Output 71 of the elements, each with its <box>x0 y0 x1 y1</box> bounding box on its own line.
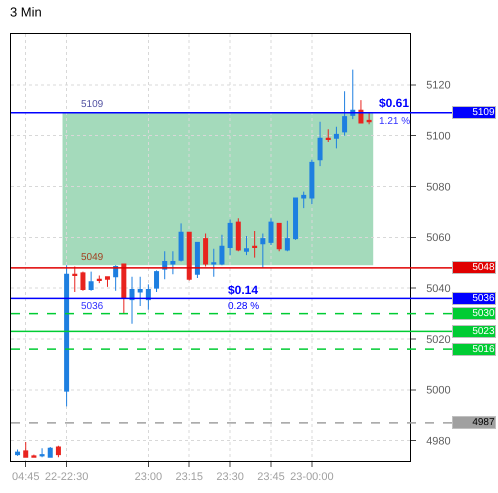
ref-line-label: 5109 <box>472 107 495 118</box>
candlestick <box>80 271 86 292</box>
candlestick <box>88 271 94 292</box>
annotation: 5049 <box>81 252 104 263</box>
ref-line-label: 5036 <box>472 293 495 304</box>
candlestick <box>284 220 290 252</box>
x-tick-label: 23:45 <box>257 471 285 484</box>
ref-line-label: 4987 <box>472 417 495 428</box>
candlestick <box>130 276 135 324</box>
candlestick <box>236 218 241 252</box>
y-tick-label: 5040 <box>426 283 451 296</box>
candlestick <box>350 69 356 120</box>
ref-line-label: 5030 <box>472 308 495 319</box>
candlestick <box>186 232 192 282</box>
annotation: $0.61 <box>379 96 410 110</box>
candlestick <box>276 222 282 252</box>
y-tick-label: 5080 <box>426 181 451 194</box>
x-tick-label: 22-22:30 <box>44 471 88 484</box>
x-tick-label: 23:15 <box>175 471 204 484</box>
candlestick <box>358 100 364 124</box>
ref-line-label: 5023 <box>472 326 495 337</box>
candlestick <box>194 242 200 278</box>
y-tick-label: 5060 <box>426 232 451 244</box>
candlestick <box>268 218 274 246</box>
candlestick <box>318 121 323 167</box>
candlestick <box>104 276 110 288</box>
candlestick <box>219 234 224 266</box>
y-tick-label: 5120 <box>426 80 451 92</box>
y-tick-label: 4980 <box>426 436 451 448</box>
x-tick-label: 23:30 <box>216 471 244 484</box>
candlestick <box>293 197 298 240</box>
candlestick <box>138 276 143 306</box>
candlestick <box>154 270 160 292</box>
candlestick <box>211 248 216 278</box>
candlestick <box>366 112 372 125</box>
y-tick-label: 5000 <box>426 384 451 397</box>
candlestick <box>170 250 176 275</box>
candlestick <box>228 219 233 256</box>
candlestick <box>334 126 339 149</box>
candlestick <box>96 274 102 284</box>
y-tick-label: 5020 <box>426 334 451 346</box>
x-tick-label: 23:00 <box>134 471 162 484</box>
candlestick <box>146 284 151 310</box>
candlestick <box>56 445 61 458</box>
x-tick-label: 23-00:00 <box>290 471 334 484</box>
y-tick-label: 5100 <box>426 130 451 143</box>
annotation: 1.21 % <box>379 116 410 127</box>
ref-line-label: 5016 <box>472 344 495 355</box>
annotation: 5109 <box>81 99 104 110</box>
candlestick <box>121 264 126 314</box>
candlestick <box>113 264 118 292</box>
candlestick <box>252 230 258 258</box>
annotation: 5036 <box>81 301 104 312</box>
ref-line-label: 5048 <box>472 262 495 273</box>
candlestick <box>178 222 184 262</box>
candlestick <box>244 236 249 256</box>
candlestick <box>23 441 28 458</box>
annotation: $0.14 <box>228 283 258 297</box>
chart-title: 3 Min <box>10 4 42 20</box>
candlestick <box>326 128 331 143</box>
annotation: 0.28 % <box>228 301 260 312</box>
candlestick <box>203 233 208 268</box>
candlestick <box>15 449 20 456</box>
x-tick-label: 04:45 <box>12 471 40 484</box>
candlestick <box>342 90 348 136</box>
candlestick <box>72 266 78 292</box>
candlestick <box>48 446 53 458</box>
candlestick <box>40 448 45 458</box>
candlestick <box>260 233 266 268</box>
candlestick <box>301 191 306 209</box>
candlestick <box>309 159 314 205</box>
